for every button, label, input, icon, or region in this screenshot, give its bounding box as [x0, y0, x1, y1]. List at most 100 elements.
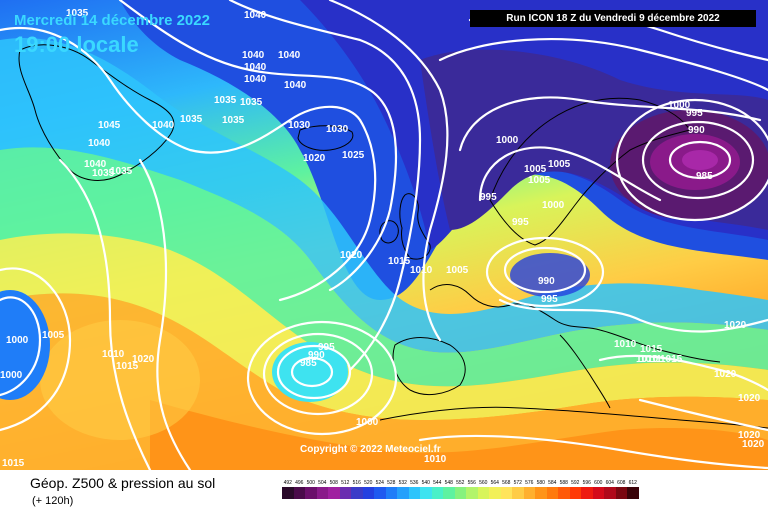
- scale-value: 492: [283, 480, 292, 486]
- low-italy-centre: [510, 253, 590, 297]
- scale-value: 520: [364, 480, 373, 486]
- scale-step: 504: [316, 479, 328, 499]
- isobar-line: [478, 146, 662, 202]
- scale-value: 564: [490, 480, 499, 486]
- isobar-label: 990: [688, 125, 705, 136]
- scale-swatch: [420, 487, 432, 499]
- isobar-label: 995: [686, 108, 703, 119]
- isobar-label: 1040: [88, 138, 111, 149]
- scale-step: 496: [293, 479, 305, 499]
- scale-step: 604: [604, 479, 616, 499]
- scale-step: 556: [466, 479, 478, 499]
- isobar-label: 1040: [244, 62, 267, 73]
- isobar-label: 1020: [742, 439, 765, 450]
- scale-value: 576: [525, 480, 534, 486]
- isobar-line: [458, 96, 762, 152]
- isobar-line: [0, 296, 42, 397]
- isobar-label: 1035: [222, 115, 245, 126]
- scale-value: 552: [456, 480, 465, 486]
- isobar-label: 1005: [528, 175, 551, 186]
- low-west-centre: [0, 290, 50, 400]
- scale-value: 580: [536, 480, 545, 486]
- isobar-ring: [503, 246, 587, 294]
- north-africa-coastline: [379, 406, 768, 429]
- isobar-label: 1040: [84, 159, 107, 170]
- scale-step: 528: [385, 479, 397, 499]
- isobar-line: [138, 158, 192, 470]
- scale-swatch: [581, 487, 593, 499]
- scale-step: 564: [489, 479, 501, 499]
- scale-value: 548: [444, 480, 453, 486]
- scale-swatch: [339, 487, 351, 499]
- isobar-label: 1011: [640, 354, 662, 365]
- legend-bar: Géop. Z500 & pression au sol (+ 120h) 49…: [0, 470, 768, 512]
- isobar-label: 1020: [724, 320, 747, 331]
- scale-value: 612: [628, 480, 637, 486]
- scale-value: 604: [605, 480, 614, 486]
- isobar-label: 1005: [446, 265, 469, 276]
- isobar-label: 985: [300, 358, 317, 369]
- isobar-label: 1000: [542, 200, 565, 211]
- map-canvas: 1035 1040 1040 1040 1040 1040 1040 1035 …: [0, 0, 768, 470]
- isobar-label: 990: [538, 276, 555, 287]
- scale-value: 568: [502, 480, 511, 486]
- scale-value: 544: [433, 480, 442, 486]
- forecast-time: 19:00 locale: [14, 32, 139, 57]
- isobar-label: 1035: [240, 97, 263, 108]
- scale-value: 592: [571, 480, 580, 486]
- isobar-label: 1005: [524, 164, 547, 175]
- color-scale: 492 496 500 504 508 512 516 520 524 528 532 536 540 5…: [282, 479, 639, 499]
- isobar-label: 1025: [342, 150, 365, 161]
- parameter-title: Géop. Z500 & pression au sol: [30, 475, 216, 491]
- isobar-label: 990: [308, 350, 325, 361]
- scale-value: 556: [467, 480, 476, 486]
- scale-swatch: [627, 487, 639, 499]
- scale-swatch: [604, 487, 616, 499]
- scale-swatch: [546, 487, 558, 499]
- scale-step: 548: [443, 479, 455, 499]
- z500-band-mid: [0, 38, 768, 353]
- scale-value: 584: [548, 480, 557, 486]
- isobar-label: 1010: [614, 339, 637, 350]
- isobar-label: 1040: [244, 10, 267, 21]
- isobar-label: 1035: [180, 114, 203, 125]
- isobar-line: [0, 267, 72, 432]
- scale-swatch: [316, 487, 328, 499]
- scale-swatch: [443, 487, 455, 499]
- scale-swatch: [397, 487, 409, 499]
- scale-step: 520: [362, 479, 374, 499]
- scale-swatch: [351, 487, 363, 499]
- isobar-label: 1010: [424, 454, 447, 465]
- copyright-notice: Copyright © 2022 Meteociel.fr: [300, 444, 441, 455]
- scale-swatch: [523, 487, 535, 499]
- weather-map: 1035 1040 1040 1040 1040 1040 1040 1035 …: [0, 0, 768, 470]
- ireland-landmass: [379, 220, 399, 244]
- scale-step: 608: [615, 479, 627, 499]
- isobar-ring: [246, 320, 398, 436]
- scale-value: 516: [352, 480, 361, 486]
- scale-step: 572: [512, 479, 524, 499]
- isobar-line: [328, 0, 449, 342]
- isobar-ring: [262, 332, 374, 416]
- scale-swatch: [385, 487, 397, 499]
- lead-time: (+ 120h): [32, 495, 74, 507]
- isobar-label: 1015: [388, 256, 411, 267]
- isobar-label: 1005: [42, 330, 65, 341]
- isobar-label: 1015: [2, 458, 25, 469]
- isobar-label: 1020: [303, 153, 326, 164]
- scale-value: 596: [582, 480, 591, 486]
- isobar-line: [0, 27, 377, 302]
- isobar-label: 1020: [340, 250, 363, 261]
- scale-value: 524: [375, 480, 384, 486]
- isobar-label: 1020: [714, 369, 737, 380]
- scale-value: 608: [617, 480, 626, 486]
- scale-value: 572: [513, 480, 522, 486]
- scale-step: 508: [328, 479, 340, 499]
- low-core-centre: [682, 150, 718, 170]
- z500-band-yellow: [0, 233, 768, 420]
- isobar-line: [638, 398, 768, 432]
- isobar-label: 1045: [98, 120, 121, 131]
- isobar-label: 995: [512, 217, 529, 228]
- isobar-label: 995: [541, 294, 558, 305]
- isobar-label: 1010: [102, 349, 125, 360]
